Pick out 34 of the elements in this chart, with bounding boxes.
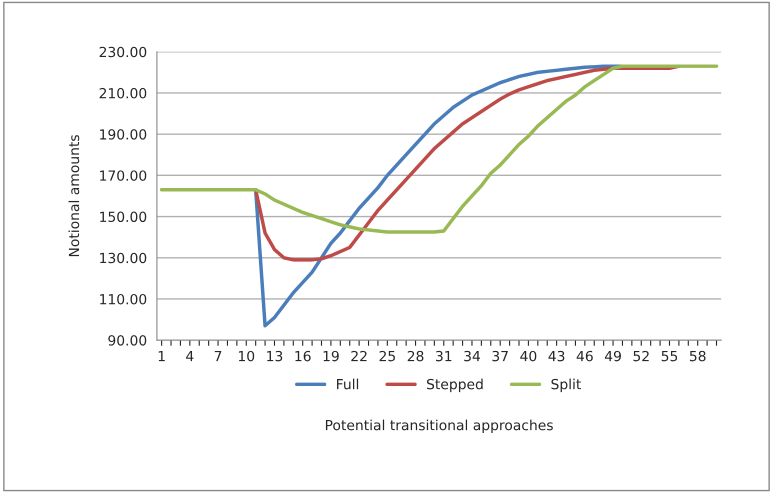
- x-tick-label: 10: [238, 350, 254, 362]
- x-tick-label: 55: [662, 351, 678, 362]
- x-tick-label: 25: [380, 350, 395, 362]
- x-tick-label: 13: [267, 350, 282, 362]
- y-tick-label: 150.00: [100, 212, 146, 222]
- x-tick-label: 1: [158, 351, 165, 362]
- x-tick-label: 49: [604, 350, 621, 362]
- legend-label: Split: [551, 378, 582, 392]
- x-tick-label: 28: [408, 350, 424, 362]
- x-axis-title: Potential transitional approaches: [326, 420, 553, 434]
- y-tick-label: 170.00: [100, 170, 146, 181]
- x-tick-label: 22: [351, 350, 367, 362]
- y-tick-label: 130.00: [100, 252, 146, 264]
- y-tick-label: 110.00: [100, 294, 146, 304]
- y-tick-label: 230.00: [100, 46, 146, 58]
- x-tick-label: 43: [548, 350, 564, 362]
- x-tick-label: 7: [214, 351, 222, 362]
- x-tick-label: 34: [464, 350, 480, 362]
- y-tick-label: 210.00: [100, 88, 146, 98]
- x-tick-label: 37: [492, 350, 508, 362]
- x-tick-label: 52: [634, 350, 649, 362]
- x-tick-label: 40: [520, 350, 536, 362]
- y-tick-label: 190.00: [100, 129, 146, 140]
- x-tick-label: 4: [186, 351, 194, 362]
- x-tick-label: 31: [436, 350, 452, 362]
- x-tick-label: 46: [576, 350, 593, 362]
- x-tick-label: 16: [295, 350, 311, 362]
- y-axis-title: Notional amounts: [68, 135, 80, 256]
- x-tick-label: 58: [690, 350, 706, 362]
- line-series: [160, 64, 718, 234]
- legend-label: Stepped: [426, 378, 483, 392]
- x-tick-label: 19: [324, 350, 339, 362]
- y-tick-label: 90.00: [108, 335, 146, 346]
- legend-label: Full: [337, 378, 358, 390]
